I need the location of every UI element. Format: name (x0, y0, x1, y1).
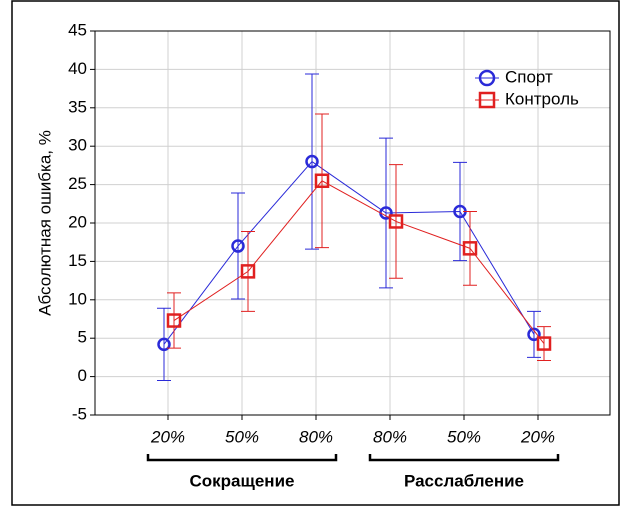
group-label: Сокращение (190, 471, 295, 490)
group-bracket (368, 454, 560, 462)
y-tick-label: 25 (68, 174, 87, 193)
series-line (173, 180, 545, 344)
marker (240, 264, 256, 279)
plot-area (94, 30, 611, 416)
frame (11, 0, 620, 506)
x-tick-label: 50% (225, 427, 259, 446)
marker (157, 337, 171, 352)
legend-label: Спорт (505, 67, 553, 86)
legend-marker (478, 91, 496, 109)
x-tick-label: 50% (447, 427, 481, 446)
legend-label: Контроль (505, 89, 579, 108)
y-tick-label: 15 (68, 251, 87, 270)
y-tick-label: 0 (78, 366, 87, 385)
group-bracket (146, 454, 338, 462)
marker (527, 327, 541, 342)
x-tick-label: 20% (520, 427, 555, 446)
y-tick-label: 30 (68, 136, 87, 155)
x-tick-label: 80% (299, 427, 333, 446)
y-tick-label: 40 (68, 59, 87, 78)
y-tick-label: 35 (68, 97, 87, 116)
group-label: Расслабление (404, 471, 524, 490)
y-tick-label: 5 (78, 328, 87, 347)
y-tick-label: 10 (68, 289, 87, 308)
marker (536, 336, 552, 351)
marker (314, 173, 330, 189)
marker (462, 241, 478, 256)
x-tick-label: 80% (373, 427, 407, 446)
marker (231, 239, 245, 253)
y-tick-label: 45 (68, 20, 87, 39)
marker (388, 214, 404, 229)
legend-marker (478, 69, 496, 87)
y-axis-label: Абсолютная ошибка, % (35, 130, 54, 316)
marker (166, 313, 182, 328)
x-tick-label: 20% (150, 427, 185, 446)
y-tick-label: -5 (72, 404, 87, 423)
marker (305, 154, 319, 169)
series-line (163, 160, 535, 345)
y-tick-label: 20 (68, 212, 87, 231)
